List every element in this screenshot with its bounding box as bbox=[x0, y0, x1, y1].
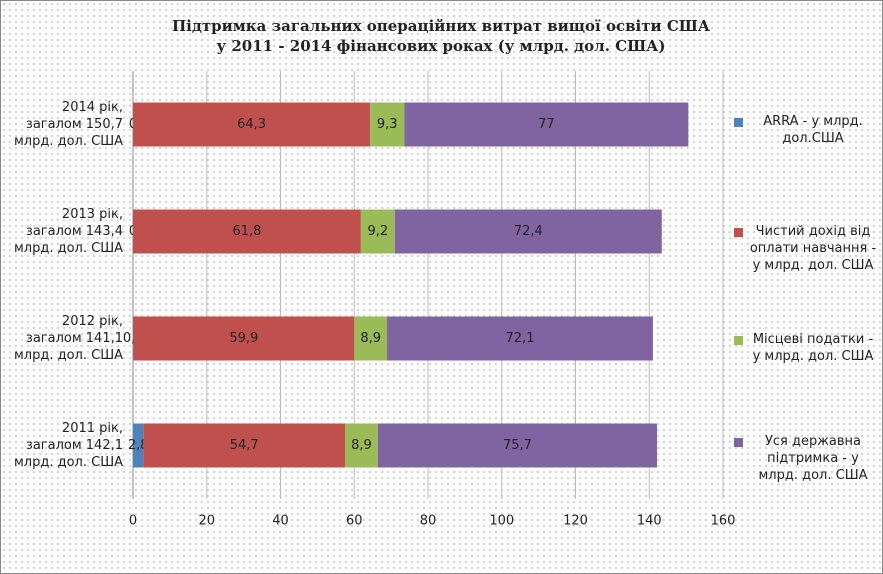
y-tick-label: 2013 рік, загалом 143,4 млрд. дол. США bbox=[13, 207, 123, 256]
y-tick-label: 2014 рік, загалом 150,7 млрд. дол. США bbox=[13, 100, 123, 149]
legend-swatch bbox=[734, 118, 743, 127]
chart-subtitle: у 2011 - 2014 фінансових роках (у млрд. … bbox=[217, 37, 666, 55]
data-label: 72,1 bbox=[506, 331, 535, 346]
x-tick-label: 80 bbox=[420, 514, 437, 529]
x-tick-label: 120 bbox=[563, 514, 588, 529]
data-label: 8,9 bbox=[351, 438, 372, 453]
x-tick-label: 0 bbox=[129, 514, 137, 529]
y-tick-label: 2012 рік, загалом 141,1 млрд. дол. США bbox=[13, 314, 123, 363]
bar-segment bbox=[345, 423, 378, 468]
data-label: 64,3 bbox=[237, 117, 266, 132]
bar-segment bbox=[377, 423, 657, 468]
data-label: 54,7 bbox=[230, 438, 259, 453]
bar-segment bbox=[133, 209, 361, 254]
data-label: 77 bbox=[538, 117, 555, 132]
x-tick-label: 160 bbox=[711, 514, 736, 529]
bar-segment bbox=[370, 102, 405, 147]
data-label: 59,9 bbox=[229, 331, 258, 346]
data-label: 9,3 bbox=[377, 117, 398, 132]
x-tick-label: 60 bbox=[346, 514, 363, 529]
data-label: 75,7 bbox=[503, 438, 532, 453]
legend-swatch bbox=[734, 438, 743, 447]
legend-label: ARRA - у млрд. дол.США bbox=[763, 114, 863, 146]
legend-label: Уся державна підтримка - у млрд. дол. СШ… bbox=[758, 434, 868, 483]
bar-segment bbox=[394, 209, 662, 254]
bar-segment bbox=[354, 316, 388, 361]
data-label: 9,2 bbox=[368, 224, 389, 239]
bar-segment bbox=[360, 209, 395, 254]
y-tick-label: 2011 рік, загалом 142,1 млрд. дол. США bbox=[13, 421, 123, 470]
chart-title: Підтримка загальних операційних витрат в… bbox=[172, 17, 711, 35]
legend-swatch bbox=[734, 228, 743, 237]
x-tick-label: 20 bbox=[198, 514, 215, 529]
x-tick-label: 100 bbox=[489, 514, 514, 529]
data-label: 8,9 bbox=[360, 331, 381, 346]
bar-segment bbox=[387, 316, 653, 361]
data-label: 61,8 bbox=[232, 224, 261, 239]
x-tick-label: 40 bbox=[272, 514, 289, 529]
legend-label: Місцеві податки - у млрд. дол. США bbox=[752, 332, 874, 364]
x-tick-label: 140 bbox=[637, 514, 662, 529]
bar-segment bbox=[143, 423, 346, 468]
data-label: 72,4 bbox=[514, 224, 543, 239]
bar-segment bbox=[133, 316, 355, 361]
bar-segment bbox=[404, 102, 689, 147]
bar-segment bbox=[133, 102, 371, 147]
legend-label: Чистий дохід від оплати навчання - у млр… bbox=[749, 224, 877, 273]
legend-swatch bbox=[734, 336, 743, 345]
bar-segment bbox=[133, 423, 144, 468]
